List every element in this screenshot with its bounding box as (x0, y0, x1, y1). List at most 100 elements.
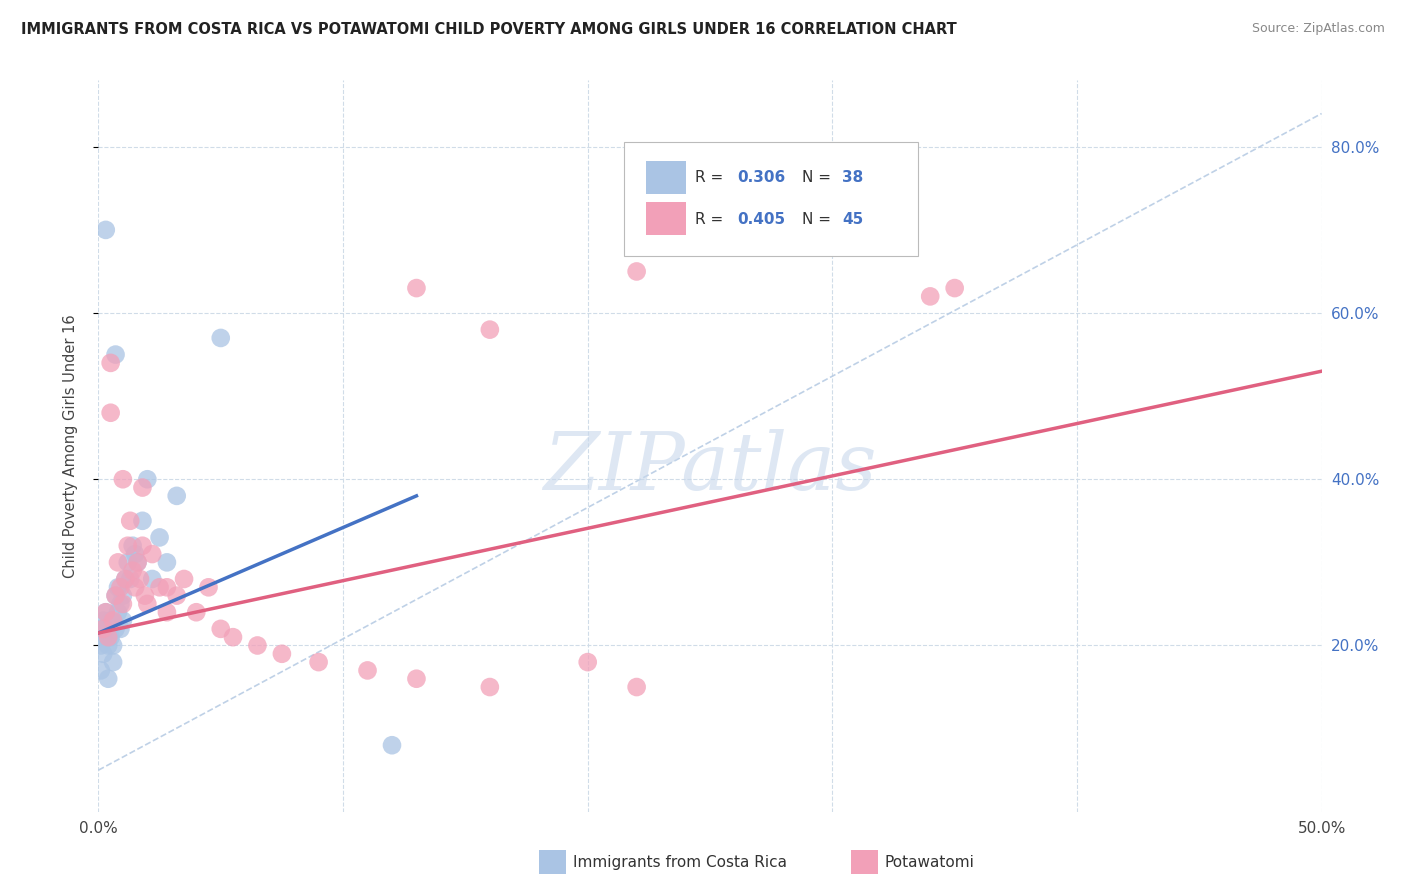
Point (129, 572, 152, 586)
Point (209, 622, 232, 636)
Point (90, 622, 112, 636)
Point (127, 555, 149, 569)
Text: Source: ZipAtlas.com: Source: ZipAtlas.com (1251, 22, 1385, 36)
Point (136, 472, 159, 486)
Point (111, 597, 134, 611)
Point (101, 639, 124, 653)
Point (166, 489, 188, 503)
Point (356, 664, 378, 678)
Point (156, 555, 179, 569)
Point (110, 580, 132, 594)
Point (626, 264, 648, 278)
Point (100, 614, 122, 628)
Point (156, 580, 179, 594)
Point (920, 289, 942, 303)
Point (91, 614, 114, 628)
Text: 45: 45 (842, 211, 863, 227)
Point (478, 680, 501, 694)
Point (94, 622, 117, 636)
Text: Potawatomi: Potawatomi (884, 855, 974, 870)
Point (104, 589, 127, 603)
FancyBboxPatch shape (647, 161, 686, 194)
Point (104, 622, 127, 636)
Point (107, 555, 129, 569)
Point (101, 655, 124, 669)
Point (114, 572, 136, 586)
Point (405, 672, 427, 686)
FancyBboxPatch shape (851, 850, 877, 874)
Point (100, 356, 122, 370)
Point (114, 572, 136, 586)
Point (186, 605, 208, 619)
Point (121, 564, 143, 578)
Point (124, 580, 146, 594)
Point (91, 622, 114, 636)
Point (149, 530, 172, 544)
Point (97, 672, 120, 686)
Point (120, 514, 142, 528)
Point (136, 597, 159, 611)
Point (141, 547, 163, 561)
Point (117, 555, 139, 569)
FancyBboxPatch shape (538, 850, 565, 874)
Point (94, 605, 117, 619)
Point (111, 472, 134, 486)
Point (943, 281, 966, 295)
Point (149, 580, 172, 594)
Text: 38: 38 (842, 170, 863, 185)
Point (131, 539, 153, 553)
Point (478, 323, 501, 337)
Point (197, 580, 219, 594)
Point (131, 481, 153, 495)
Text: IMMIGRANTS FROM COSTA RICA VS POTAWATOMI CHILD POVERTY AMONG GIRLS UNDER 16 CORR: IMMIGRANTS FROM COSTA RICA VS POTAWATOMI… (21, 22, 957, 37)
Point (97, 630, 120, 644)
Point (117, 539, 139, 553)
Point (246, 639, 269, 653)
Point (124, 547, 146, 561)
Y-axis label: Child Poverty Among Girls Under 16: Child Poverty Among Girls Under 16 (63, 314, 77, 578)
Point (101, 614, 124, 628)
Point (120, 572, 142, 586)
Point (111, 614, 134, 628)
Text: 0.306: 0.306 (737, 170, 785, 185)
Point (121, 539, 143, 553)
Point (166, 589, 188, 603)
Point (405, 281, 427, 295)
Point (209, 331, 232, 345)
Point (110, 597, 132, 611)
Point (131, 514, 153, 528)
Point (107, 580, 129, 594)
Point (156, 605, 179, 619)
Point (94, 605, 117, 619)
Point (94, 223, 117, 237)
Text: N =: N = (801, 170, 835, 185)
FancyBboxPatch shape (624, 143, 918, 256)
Point (90, 639, 112, 653)
FancyBboxPatch shape (647, 202, 686, 235)
Text: R =: R = (696, 211, 728, 227)
Point (141, 572, 163, 586)
Point (381, 738, 404, 752)
Text: ZIPatlas: ZIPatlas (543, 429, 877, 507)
Text: N =: N = (801, 211, 835, 227)
Point (91, 630, 114, 644)
Point (97, 639, 120, 653)
Point (626, 680, 648, 694)
Point (104, 347, 127, 362)
Point (100, 630, 122, 644)
Point (134, 589, 156, 603)
Point (270, 647, 294, 661)
Point (110, 622, 132, 636)
Point (107, 605, 129, 619)
Point (308, 655, 330, 669)
Point (100, 406, 122, 420)
Text: Immigrants from Costa Rica: Immigrants from Costa Rica (574, 855, 787, 870)
Point (91, 647, 114, 661)
Point (576, 655, 599, 669)
Point (90, 664, 112, 678)
Point (104, 589, 127, 603)
Point (127, 555, 149, 569)
Text: R =: R = (696, 170, 728, 185)
Point (111, 589, 134, 603)
Point (222, 630, 245, 644)
